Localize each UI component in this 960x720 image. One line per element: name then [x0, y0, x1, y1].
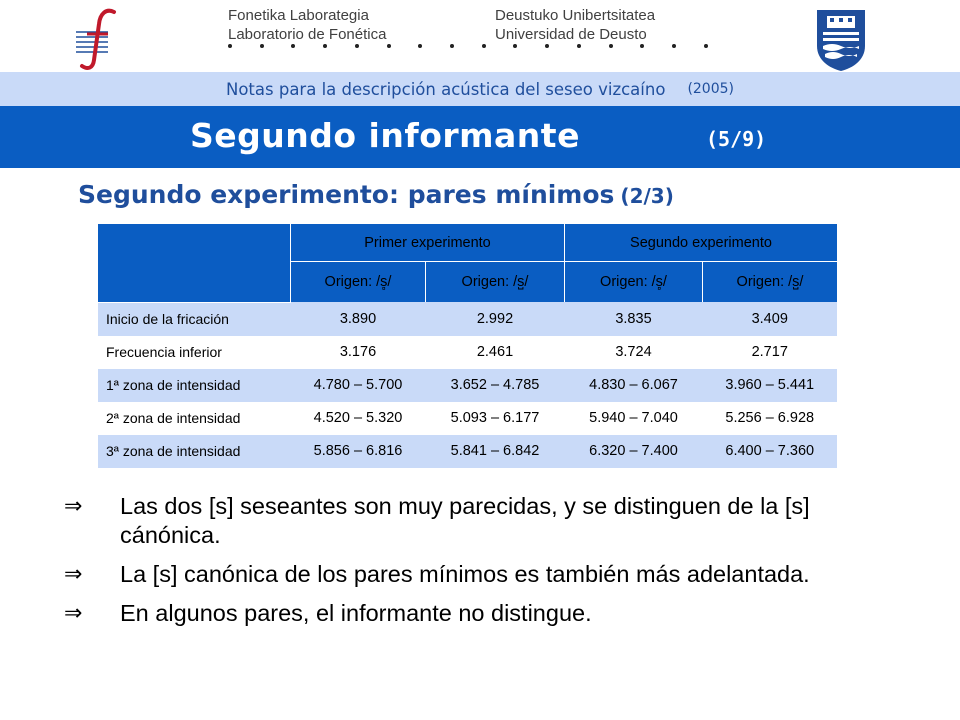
- table-cell: 2.992: [476, 310, 514, 327]
- table-cell: 5.256 – 6.928: [725, 410, 815, 426]
- table-cell: 3.652 – 4.785: [450, 377, 540, 393]
- table-cell: 3.724: [615, 344, 652, 360]
- divider-dot: [418, 44, 423, 48]
- table-cell: 4.520 – 5.320: [313, 410, 403, 426]
- divider-dot: [228, 44, 232, 48]
- section-heading: Segundo experimento: pares mínimos (2/3): [78, 180, 674, 209]
- table-header-groups: Primer experimento Segundo experimento: [98, 224, 837, 303]
- table-cell: 6.320 – 7.400: [589, 443, 678, 459]
- table-cell: 4.830 – 6.067: [589, 377, 678, 393]
- university-shield-icon: [815, 8, 867, 72]
- table-corner-cell: [98, 224, 291, 303]
- university-name: Deustuko Unibertsitatea Universidad de D…: [495, 6, 655, 44]
- divider-dot: [640, 44, 645, 48]
- table-cell: 3.960 – 5.441: [725, 377, 815, 393]
- divider-dot: [513, 44, 518, 48]
- row-label: 1ª zona de intensidad: [106, 377, 241, 393]
- list-item: ⇒ Las dos [s] seseantes son muy parecida…: [64, 492, 894, 550]
- table-cell: 5.093 – 6.177: [450, 410, 540, 426]
- slide-title-bar: Segundo informante (5/9): [0, 106, 960, 168]
- presentation-year: (2005): [687, 81, 734, 97]
- origin-header: Origen: /s̻/: [290, 261, 426, 302]
- table-cell: 3.835: [615, 310, 652, 327]
- table-row: Inicio de la fricación 3.890 2.992 3.835…: [98, 302, 837, 336]
- slide-title: Segundo informante: [190, 116, 580, 155]
- section-title: Segundo experimento: pares mínimos: [78, 180, 615, 209]
- divider-dot: [354, 44, 359, 48]
- divider-dot: [291, 44, 296, 48]
- lab-name-spanish: Laboratorio de Fonética: [228, 26, 387, 43]
- table-row: Frecuencia inferior 3.176 2.461 3.724 2.…: [98, 335, 837, 369]
- lab-name: Fonetika Laborategia Laboratorio de Foné…: [228, 6, 386, 44]
- lab-name-basque: Fonetika Laborategia: [228, 7, 369, 24]
- divider-dot: [703, 44, 708, 48]
- row-label: Inicio de la fricación: [106, 311, 229, 327]
- slide-page-indicator: (5/9): [706, 127, 767, 151]
- divider-dot: [323, 44, 328, 48]
- list-item-text: En algunos pares, el informante no disti…: [120, 600, 592, 626]
- table-cell: 2.717: [751, 344, 788, 360]
- origin-header: Origen: /s̺/: [425, 261, 565, 302]
- university-name-basque: Deustuko Unibertsitatea: [495, 7, 656, 24]
- divider-dot: [576, 44, 581, 48]
- table-cell: 5.841 – 6.842: [450, 443, 540, 459]
- divider-dot: [450, 44, 455, 48]
- table-row: 1ª zona de intensidad 4.780 – 5.700 3.65…: [98, 368, 837, 402]
- header-dot-divider: [228, 44, 708, 48]
- presentation-subtitle: Notas para la descripción acústica del s…: [225, 79, 666, 99]
- table-cell: 4.780 – 5.700: [313, 377, 403, 393]
- phonetics-lab-f-logo-icon: [70, 6, 130, 72]
- list-item: ⇒ En algunos pares, el informante no dis…: [64, 599, 894, 628]
- group-header-first-experiment: Primer experimento: [290, 224, 565, 262]
- divider-dot: [672, 44, 677, 48]
- table-cell: 2.461: [476, 344, 514, 360]
- origin-header: Origen: /s̻/: [564, 261, 703, 302]
- table-cell: 3.409: [751, 310, 788, 327]
- list-item-text: La [s] canónica de los pares mínimos es …: [120, 561, 810, 587]
- list-item-text: Las dos [s] seseantes son muy parecidas,…: [120, 493, 810, 548]
- implies-arrow-icon: ⇒: [64, 494, 83, 519]
- table-cell: 5.856 – 6.816: [313, 443, 403, 459]
- divider-dot: [608, 44, 613, 48]
- conclusions-list: ⇒ Las dos [s] seseantes son muy parecida…: [64, 492, 894, 638]
- presentation-subtitle-bar: Notas para la descripción acústica del s…: [0, 72, 960, 106]
- row-label: 2ª zona de intensidad: [106, 410, 241, 426]
- implies-arrow-icon: ⇒: [64, 562, 83, 587]
- table-row: 2ª zona de intensidad 4.520 – 5.320 5.09…: [98, 401, 837, 435]
- list-item: ⇒ La [s] canónica de los pares mínimos e…: [64, 560, 894, 589]
- section-part: (2/3): [620, 184, 674, 208]
- origin-header: Origen: /s̺/: [702, 261, 837, 302]
- table-header-origins: Origen: /s̻/ Origen: /s̺/ Origen: /s̻/ O…: [98, 261, 837, 302]
- results-table: Primer experimento Segundo experimento O…: [98, 224, 837, 468]
- row-label: 3ª zona de intensidad: [106, 443, 241, 459]
- divider-dot: [259, 44, 264, 48]
- group-header-second-experiment: Segundo experimento: [564, 224, 837, 262]
- row-label: Frecuencia inferior: [106, 344, 222, 360]
- table-cell: 3.890: [339, 310, 377, 327]
- divider-dot: [481, 44, 486, 48]
- university-name-spanish: Universidad de Deusto: [495, 26, 647, 43]
- implies-arrow-icon: ⇒: [64, 601, 83, 626]
- table-cell: 6.400 – 7.360: [725, 443, 815, 459]
- table-cell: 5.940 – 7.040: [589, 410, 678, 426]
- divider-dot: [545, 44, 550, 48]
- divider-dot: [386, 44, 391, 48]
- table-row: 3ª zona de intensidad 5.856 – 6.816 5.84…: [98, 434, 837, 468]
- table-cell: 3.176: [339, 344, 377, 360]
